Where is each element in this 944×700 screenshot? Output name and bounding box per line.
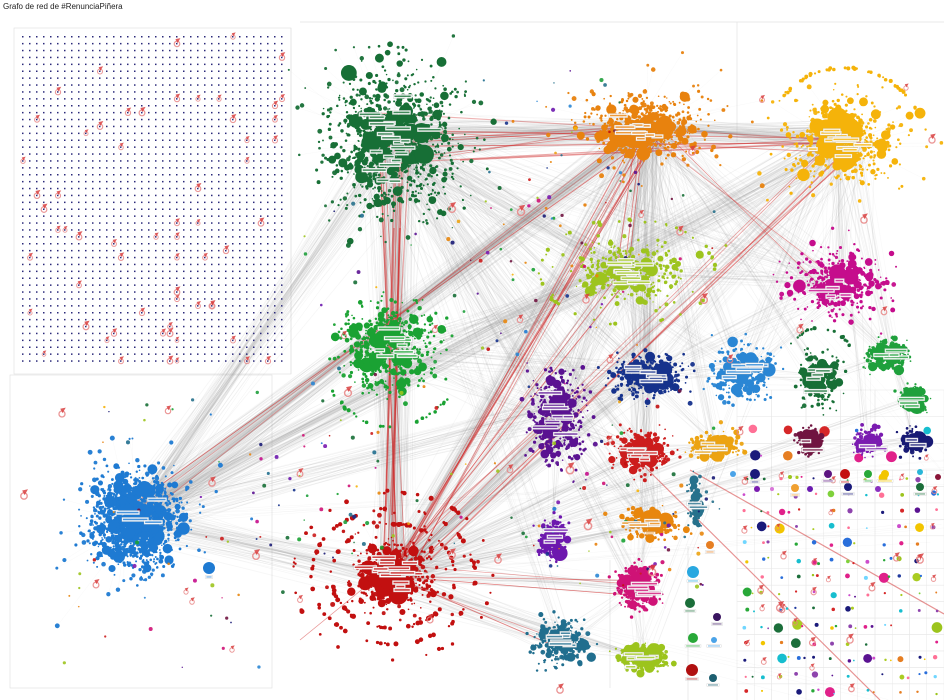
graph-title: Grafo de red de #RenunciaPiñera [3, 2, 123, 11]
